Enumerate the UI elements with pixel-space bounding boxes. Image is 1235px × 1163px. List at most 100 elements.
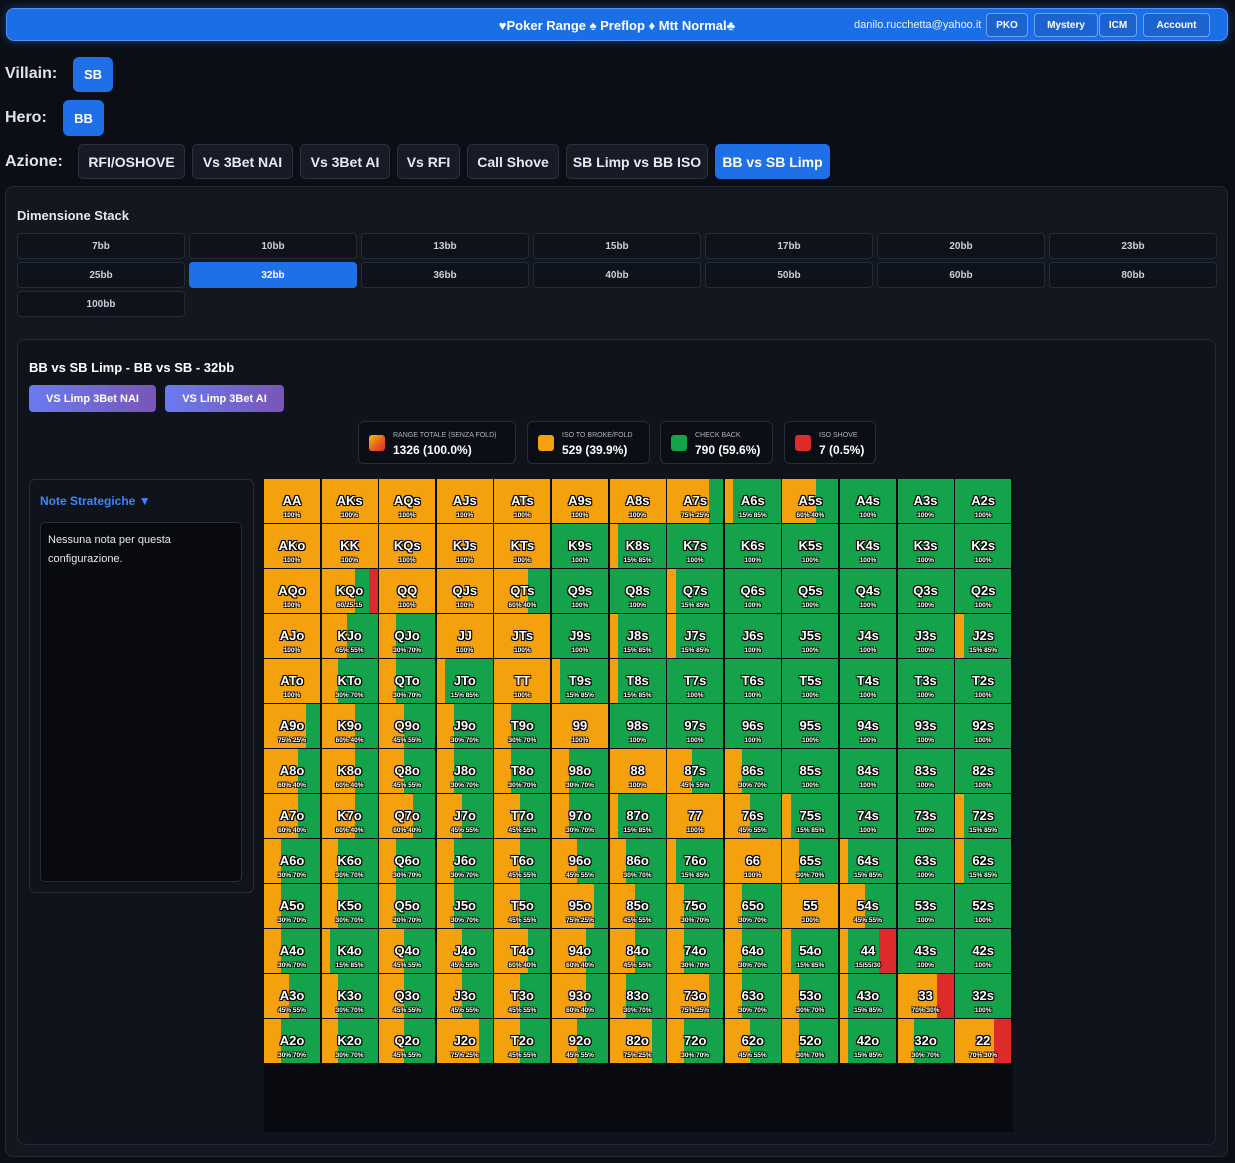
hand-cell-K7s[interactable]: K7s 100% <box>667 524 724 568</box>
hand-cell-A8o[interactable]: A8o 60% 40% <box>264 749 320 793</box>
hand-cell-K3o[interactable]: K3o 30% 70% <box>321 974 378 1018</box>
hand-cell-65s[interactable]: 65s 30% 70% <box>782 839 839 883</box>
hand-cell-AKs[interactable]: AKs 100% <box>321 479 378 523</box>
hand-cell-94s[interactable]: 94s 100% <box>840 704 896 748</box>
hand-cell-87s[interactable]: 87s 45% 55% <box>667 749 724 793</box>
hand-cell-Q4o[interactable]: Q4o 45% 55% <box>379 929 436 973</box>
hand-cell-QTo[interactable]: QTo 30% 70% <box>379 659 436 703</box>
hand-cell-T6s[interactable]: T6s 100% <box>724 659 781 703</box>
hand-cell-K9o[interactable]: K9o 60% 40% <box>321 704 378 748</box>
stack-25bb[interactable]: 25bb <box>17 262 185 288</box>
hand-cell-92s[interactable]: 92s 100% <box>955 704 1012 748</box>
hand-cell-K3s[interactable]: K3s 100% <box>897 524 954 568</box>
action-rfi-oshove[interactable]: RFI/OSHOVE <box>78 144 185 179</box>
hand-cell-44[interactable]: 44 15/55/30 <box>840 929 896 973</box>
hand-cell-64o[interactable]: 64o 30% 70% <box>724 929 781 973</box>
hand-cell-J6s[interactable]: J6s 100% <box>724 614 781 658</box>
hand-cell-J3s[interactable]: J3s 100% <box>897 614 954 658</box>
hand-cell-AJs[interactable]: AJs 100% <box>436 479 493 523</box>
hand-cell-62o[interactable]: 62o 45% 55% <box>724 1019 781 1063</box>
hand-cell-42o[interactable]: 42o 15% 85% <box>840 1019 896 1063</box>
account-button[interactable]: Account <box>1143 13 1210 37</box>
stack-100bb[interactable]: 100bb <box>17 291 185 317</box>
hand-cell-J3o[interactable]: J3o 45% 55% <box>436 974 493 1018</box>
hand-cell-K4s[interactable]: K4s 100% <box>840 524 896 568</box>
hand-cell-Q7s[interactable]: Q7s 15% 85% <box>667 569 724 613</box>
hand-cell-TT[interactable]: TT 100% <box>494 659 551 703</box>
stack-60bb[interactable]: 60bb <box>877 262 1045 288</box>
hand-cell-K6o[interactable]: K6o 30% 70% <box>321 839 378 883</box>
hand-cell-K2s[interactable]: K2s 100% <box>955 524 1012 568</box>
hand-cell-T5o[interactable]: T5o 45% 55% <box>494 884 551 928</box>
hand-cell-A6s[interactable]: A6s 15% 85% <box>724 479 781 523</box>
hand-cell-KK[interactable]: KK 100% <box>321 524 378 568</box>
hand-cell-AQs[interactable]: AQs 100% <box>379 479 436 523</box>
hand-cell-T2o[interactable]: T2o 45% 55% <box>494 1019 551 1063</box>
hand-cell-AJo[interactable]: AJo 100% <box>264 614 320 658</box>
hand-cell-A2s[interactable]: A2s 100% <box>955 479 1012 523</box>
hand-cell-86o[interactable]: 86o 30% 70% <box>609 839 666 883</box>
hand-cell-99[interactable]: 99 100% <box>552 704 608 748</box>
hand-cell-T9s[interactable]: T9s 15% 85% <box>552 659 608 703</box>
hand-cell-Q5s[interactable]: Q5s 100% <box>782 569 839 613</box>
hand-cell-T2s[interactable]: T2s 100% <box>955 659 1012 703</box>
stack-80bb[interactable]: 80bb <box>1049 262 1217 288</box>
hand-cell-66[interactable]: 66 100% <box>724 839 781 883</box>
hand-cell-32o[interactable]: 32o 30% 70% <box>897 1019 954 1063</box>
hand-cell-Q5o[interactable]: Q5o 30% 70% <box>379 884 436 928</box>
hand-cell-32s[interactable]: 32s 100% <box>955 974 1012 1018</box>
hand-cell-A9s[interactable]: A9s 100% <box>552 479 608 523</box>
hand-cell-J5s[interactable]: J5s 100% <box>782 614 839 658</box>
hand-cell-A7s[interactable]: A7s 75% 25% <box>667 479 724 523</box>
hand-cell-22[interactable]: 22 70% 30% <box>955 1019 1012 1063</box>
hand-cell-84o[interactable]: 84o 45% 55% <box>609 929 666 973</box>
stack-36bb[interactable]: 36bb <box>361 262 529 288</box>
hand-cell-54o[interactable]: 54o 15% 85% <box>782 929 839 973</box>
notes-toggle[interactable]: Note Strategiche ▼ <box>40 494 151 508</box>
hand-cell-98s[interactable]: 98s 100% <box>609 704 666 748</box>
hand-cell-J4s[interactable]: J4s 100% <box>840 614 896 658</box>
hand-cell-T4s[interactable]: T4s 100% <box>840 659 896 703</box>
hand-cell-T4o[interactable]: T4o 60% 40% <box>494 929 551 973</box>
hand-cell-K4o[interactable]: K4o 15% 85% <box>321 929 378 973</box>
hand-cell-Q9s[interactable]: Q9s 100% <box>552 569 608 613</box>
hand-cell-Q4s[interactable]: Q4s 100% <box>840 569 896 613</box>
hand-cell-T7o[interactable]: T7o 45% 55% <box>494 794 551 838</box>
hand-cell-98o[interactable]: 98o 30% 70% <box>552 749 608 793</box>
hand-cell-QQ[interactable]: QQ 100% <box>379 569 436 613</box>
hand-cell-JTo[interactable]: JTo 15% 85% <box>436 659 493 703</box>
hand-cell-76s[interactable]: 76s 45% 55% <box>724 794 781 838</box>
hand-cell-A4s[interactable]: A4s 100% <box>840 479 896 523</box>
hand-cell-53o[interactable]: 53o 30% 70% <box>782 974 839 1018</box>
hero-bb-button[interactable]: BB <box>63 100 104 136</box>
hand-cell-63s[interactable]: 63s 100% <box>897 839 954 883</box>
hand-cell-KJs[interactable]: KJs 100% <box>436 524 493 568</box>
hand-cell-J9o[interactable]: J9o 30% 70% <box>436 704 493 748</box>
hand-cell-72o[interactable]: 72o 30% 70% <box>667 1019 724 1063</box>
action-vs-3bet-ai[interactable]: Vs 3Bet AI <box>300 144 390 179</box>
hand-cell-75s[interactable]: 75s 15% 85% <box>782 794 839 838</box>
hand-cell-54s[interactable]: 54s 45% 55% <box>840 884 896 928</box>
hand-cell-T5s[interactable]: T5s 100% <box>782 659 839 703</box>
hand-cell-A8s[interactable]: A8s 100% <box>609 479 666 523</box>
hand-cell-Q6o[interactable]: Q6o 30% 70% <box>379 839 436 883</box>
hand-cell-85o[interactable]: 85o 45% 55% <box>609 884 666 928</box>
hand-cell-A3o[interactable]: A3o 45% 55% <box>264 974 320 1018</box>
hand-cell-T7s[interactable]: T7s 100% <box>667 659 724 703</box>
hand-cell-52s[interactable]: 52s 100% <box>955 884 1012 928</box>
hand-cell-KQs[interactable]: KQs 100% <box>379 524 436 568</box>
hand-cell-74o[interactable]: 74o 30% 70% <box>667 929 724 973</box>
hand-cell-AQo[interactable]: AQo 100% <box>264 569 320 613</box>
stack-7bb[interactable]: 7bb <box>17 233 185 259</box>
hand-cell-K8o[interactable]: K8o 60% 40% <box>321 749 378 793</box>
stack-13bb[interactable]: 13bb <box>361 233 529 259</box>
hand-cell-33[interactable]: 33 70% 30% <box>897 974 954 1018</box>
hand-cell-T8o[interactable]: T8o 30% 70% <box>494 749 551 793</box>
action-bb-vs-sb-limp[interactable]: BB vs SB Limp <box>715 144 830 179</box>
hand-cell-Q8o[interactable]: Q8o 45% 55% <box>379 749 436 793</box>
hand-cell-JTs[interactable]: JTs 100% <box>494 614 551 658</box>
hand-cell-96o[interactable]: 96o 45% 55% <box>552 839 608 883</box>
hand-cell-JJ[interactable]: JJ 100% <box>436 614 493 658</box>
hand-cell-Q3o[interactable]: Q3o 45% 55% <box>379 974 436 1018</box>
hand-cell-52o[interactable]: 52o 30% 70% <box>782 1019 839 1063</box>
